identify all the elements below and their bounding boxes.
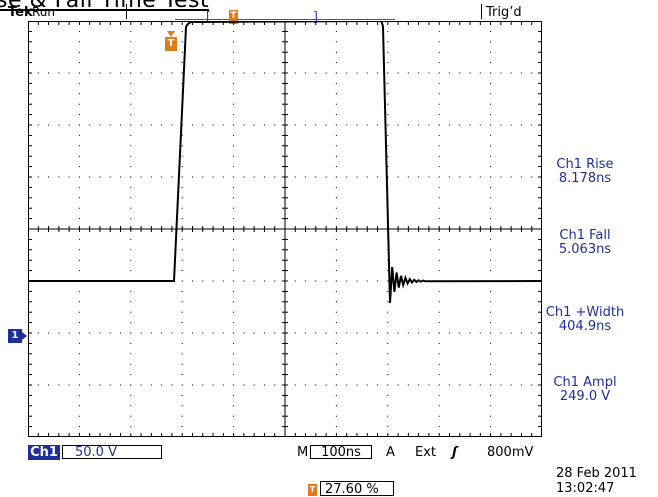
measurement-label: Ch1 +Width [545,305,625,320]
measurement-label: Ch1 Fall [559,228,611,243]
graticule [28,21,542,437]
run-status: Run [32,5,56,19]
timebase-value[interactable]: 100ns [310,445,372,460]
trigger-position-icon: T [229,10,238,24]
ch1-vertical-scale[interactable]: 50.0 V [62,445,162,460]
time-readout: 13:02:47 [556,481,615,496]
measurement-width: Ch1 +Width 404.9ns [530,306,640,334]
trigger-position-icon: T [308,484,317,496]
measurement-fall: Ch1 Fall 5.063ns [530,229,640,257]
measurement-rise: Ch1 Rise 8.178ns [530,158,640,186]
trigger-status: Trig’d [486,5,522,20]
trigger-position-value[interactable]: 27.60 % [320,481,394,497]
scope-display[interactable] [28,21,542,437]
page-title: se & Fall Time Test [0,0,210,13]
status-divider [481,4,482,19]
status-divider [126,4,127,19]
measurement-label: Ch1 Rise [556,157,614,172]
measurement-amplitude: Ch1 Ampl 249.0 V [530,376,640,404]
measurement-label: Ch1 Ampl [553,375,617,390]
ch1-ground-marker-icon[interactable]: 1 [8,329,27,343]
ch1-waveform-trace [28,21,542,304]
ch1-tag[interactable]: Ch1 [28,445,60,460]
record-length-bar [175,19,395,20]
trigger-marker-icon[interactable]: T [165,31,177,51]
main-timebase-label: M [297,445,309,460]
rising-slope-icon: ʃ [452,445,458,460]
trigger-level[interactable]: 800mV [487,445,534,460]
measurement-value: 5.063ns [558,242,612,257]
measurement-value: 249.0 V [559,389,611,404]
record-bracket-right: ] [312,10,320,25]
date-readout: 28 Feb 2011 [556,466,637,481]
trigger-mode-label: A [386,445,395,460]
brand-logo: Tek [8,5,33,20]
measurement-value: 8.178ns [558,171,612,186]
measurement-value: 404.9ns [558,319,612,334]
record-bracket-left: [ [204,10,212,25]
trigger-source[interactable]: Ext [415,445,437,460]
